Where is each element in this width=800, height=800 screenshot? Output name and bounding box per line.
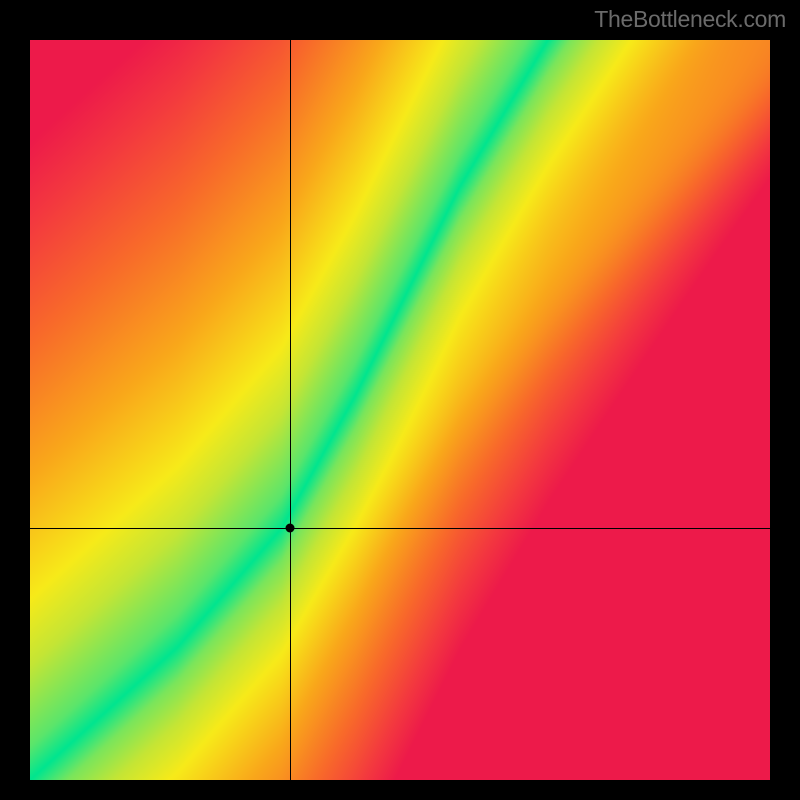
crosshair-horizontal — [30, 528, 770, 529]
watermark-text: TheBottleneck.com — [594, 6, 786, 33]
crosshair-marker — [286, 524, 295, 533]
crosshair-vertical — [290, 40, 291, 780]
heatmap-canvas — [30, 40, 770, 780]
plot-area — [30, 40, 770, 780]
chart-container: TheBottleneck.com — [0, 0, 800, 800]
